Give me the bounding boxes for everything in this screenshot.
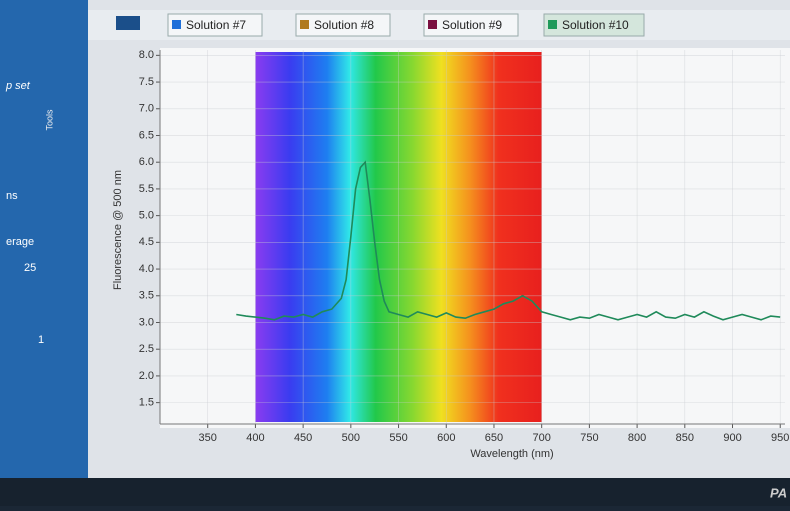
tab-label: Solution #8: [314, 18, 374, 32]
sidebar-item: erage: [6, 236, 34, 248]
x-tick-label: 700: [532, 432, 550, 444]
x-tick-label: 500: [342, 432, 360, 444]
screen: Solution #7 Solution #8 Solution #9 Solutio…: [0, 0, 790, 506]
tools-label[interactable]: Tools: [44, 109, 54, 131]
y-tick-label: 6.5: [139, 129, 154, 141]
tab-label: Solution #9: [442, 18, 502, 32]
toolbar: [0, 478, 790, 506]
nav-arrows[interactable]: [116, 16, 140, 30]
tab-swatch: [548, 20, 557, 29]
tab-swatch: [428, 20, 437, 29]
y-tick-label: 4.0: [139, 263, 154, 275]
x-tick-label: 650: [485, 432, 503, 444]
x-tick-label: 550: [389, 432, 407, 444]
tab-swatch: [300, 20, 309, 29]
y-tick-label: 1.5: [139, 397, 154, 409]
sidebar-item: 1: [38, 334, 44, 346]
y-tick-label: 5.0: [139, 210, 154, 222]
sidebar-item: 25: [24, 262, 36, 274]
x-tick-label: 450: [294, 432, 312, 444]
y-axis-label: Fluorescence @ 500 nm: [112, 170, 124, 290]
tab-label: Solution #7: [186, 18, 246, 32]
x-tick-label: 850: [676, 432, 694, 444]
sidebar-item: ns: [6, 190, 18, 202]
y-tick-label: 8.0: [139, 49, 154, 61]
y-tick-label: 5.5: [139, 183, 154, 195]
x-tick-label: 800: [628, 432, 646, 444]
y-tick-label: 3.5: [139, 290, 154, 302]
x-tick-label: 950: [771, 432, 789, 444]
y-tick-label: 7.0: [139, 103, 154, 115]
x-tick-label: 350: [199, 432, 217, 444]
y-tick-label: 6.0: [139, 156, 154, 168]
x-tick-label: 600: [437, 432, 455, 444]
x-axis-label: Wavelength (nm): [470, 448, 553, 460]
tab-swatch: [172, 20, 181, 29]
footer-text: PA: [770, 485, 787, 500]
tab-label: Solution #10: [562, 18, 629, 32]
x-tick-label: 400: [246, 432, 264, 444]
y-tick-label: 2.0: [139, 370, 154, 382]
x-tick-label: 750: [580, 432, 598, 444]
sidebar-item: p set: [5, 80, 31, 92]
x-tick-label: 900: [723, 432, 741, 444]
y-tick-label: 3.0: [139, 316, 154, 328]
y-tick-label: 2.5: [139, 343, 154, 355]
y-tick-label: 7.5: [139, 76, 154, 88]
y-tick-label: 4.5: [139, 236, 154, 248]
